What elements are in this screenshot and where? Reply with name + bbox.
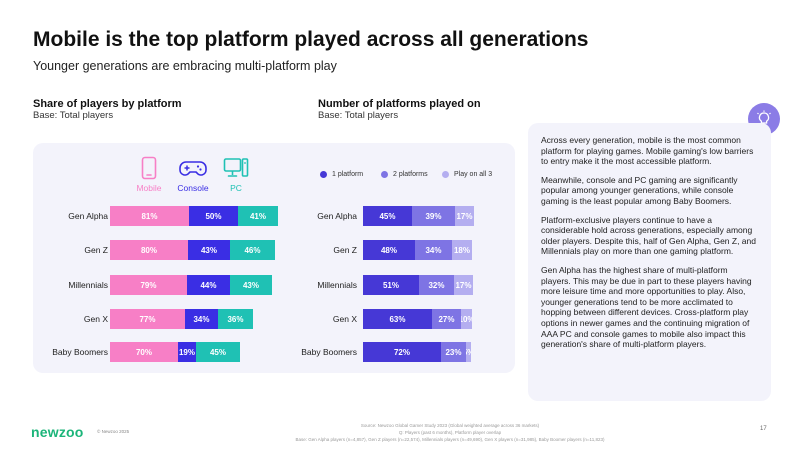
mobile-phone-icon	[141, 156, 157, 180]
page-title: Mobile is the top platform played across…	[33, 28, 589, 51]
copyright: © Newzoo 2025	[97, 429, 130, 434]
bar-segment: 34%	[415, 240, 452, 260]
platform-pc-label: PC	[230, 183, 242, 193]
bar-segment: 72%	[363, 342, 441, 362]
source-line: Q: Players (past 6 months), Platform pla…	[398, 430, 502, 435]
bar-segment: 50%	[189, 206, 238, 226]
page-subtitle: Younger generations are embracing multi-…	[33, 59, 337, 73]
chart2-base: Base: Total players	[318, 110, 399, 121]
bar-segment: 41%	[238, 206, 278, 226]
newzoo-logo: newzoo	[31, 424, 84, 440]
insight-paragraph: Platform-exclusive players continue to h…	[541, 214, 756, 257]
category-label: Gen X	[332, 314, 357, 324]
legend-item-1-platform: 1 platform	[320, 171, 363, 178]
category-label: Baby Boomers	[52, 347, 108, 357]
source-line: Base: Gen Alpha players (n=4,857), Gen Z…	[295, 437, 605, 442]
bar-segment: 63%	[363, 309, 432, 329]
bar-segment: 17%	[454, 275, 473, 295]
platform-pc: PC	[216, 156, 256, 193]
legend-label: 2 platforms	[393, 171, 428, 178]
bar-segment: 48%	[363, 240, 415, 260]
legend-swatch	[442, 171, 449, 178]
bar-segment: 81%	[110, 206, 189, 226]
bar-segment: 45%	[196, 342, 240, 362]
bar-segment: 43%	[230, 275, 272, 295]
legend-item-2-platforms: 2 platforms	[381, 171, 428, 178]
source-line: Source: Newzoo Global Gamer Study 2023 (…	[360, 423, 540, 428]
page-number: 17	[760, 426, 767, 432]
category-label: Gen Alpha	[68, 211, 108, 221]
bar-segment: 17%	[455, 206, 474, 226]
bar-segment: 80%	[110, 240, 188, 260]
category-label: Gen Z	[84, 245, 108, 255]
category-label: Gen Alpha	[317, 211, 357, 221]
insight-paragraph: Gen Alpha has the highest share of multi…	[541, 264, 752, 350]
platform-console-label: Console	[177, 183, 209, 193]
bar-segment: 34%	[185, 309, 218, 329]
bar-segment: 23%	[441, 342, 466, 362]
bar-segment: 46%	[230, 240, 275, 260]
platform-console: Console	[173, 156, 213, 193]
legend-label: Play on all 3	[454, 171, 493, 178]
bar-segment: 79%	[110, 275, 187, 295]
chart1-base: Base: Total players	[33, 110, 114, 121]
bar-segment: 43%	[188, 240, 230, 260]
bar-segment: 77%	[110, 309, 185, 329]
bar-segment: 10%	[461, 309, 472, 329]
legend-item-all-3: Play on all 3	[442, 171, 492, 178]
legend-swatch	[320, 171, 327, 178]
category-label: Gen X	[83, 314, 108, 324]
category-label: Millennials	[68, 280, 108, 290]
bar-segment: 44%	[187, 275, 230, 295]
category-label: Gen Z	[333, 245, 357, 255]
bar-segment: 51%	[363, 275, 419, 295]
insight-box: Across every generation, mobile is the m…	[528, 123, 771, 401]
platform-mobile: Mobile	[129, 156, 169, 193]
gamepad-icon	[179, 161, 207, 176]
desktop-pc-icon	[223, 158, 249, 177]
insight-paragraph: Across every generation, mobile is the m…	[541, 135, 754, 167]
bar-segment: 36%	[218, 309, 253, 329]
chart1-title: Share of players by platform	[33, 98, 182, 110]
bar-segment: 45%	[363, 206, 412, 226]
legend-swatch	[381, 171, 388, 178]
bar-segment: 32%	[419, 275, 454, 295]
platform-mobile-label: Mobile	[136, 183, 162, 193]
bar-segment: 18%	[452, 240, 472, 260]
category-label: Baby Boomers	[301, 347, 357, 357]
bar-segment: 39%	[412, 206, 455, 226]
category-label: Millennials	[317, 280, 357, 290]
chart2-title: Number of platforms played on	[318, 98, 481, 110]
bar-segment: 5%	[466, 342, 471, 362]
bar-segment: 27%	[432, 309, 461, 329]
bar-segment: 19%	[178, 342, 196, 362]
bar-segment: 70%	[110, 342, 178, 362]
insight-paragraph: Meanwhile, console and PC gaming are sig…	[541, 174, 738, 206]
legend-label: 1 platform	[332, 171, 364, 178]
